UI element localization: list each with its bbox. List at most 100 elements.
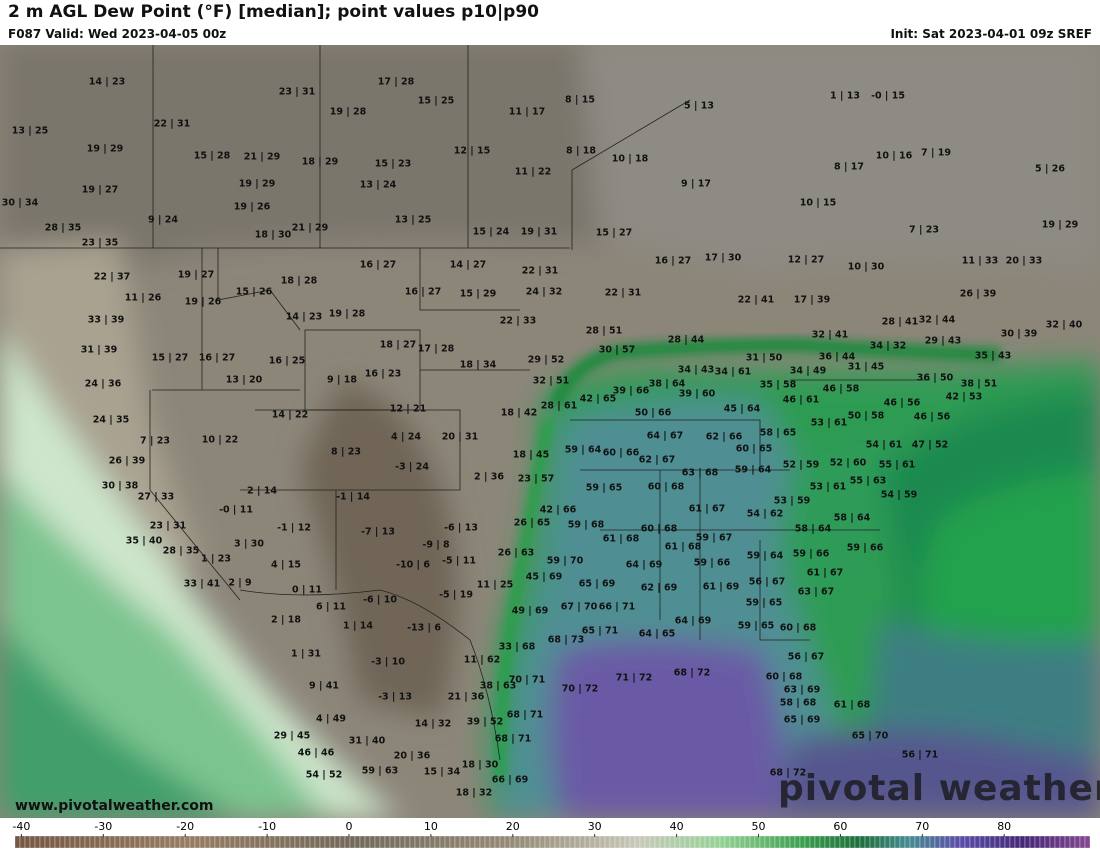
point-value: 13 | 20: [225, 374, 263, 386]
point-value: 36 | 50: [916, 372, 954, 384]
point-value: 31 | 50: [745, 352, 783, 364]
point-value: 16 | 27: [654, 255, 692, 267]
point-value: 38 | 51: [960, 378, 998, 390]
point-value: 7 | 23: [140, 435, 170, 447]
point-value: 39 | 66: [612, 385, 650, 397]
valid-time: F087 Valid: Wed 2023-04-05 00z: [8, 27, 227, 41]
point-value: 12 | 15: [453, 145, 491, 157]
point-value: 61 | 69: [702, 581, 740, 593]
point-value: 19 | 31: [520, 226, 558, 238]
colorbar-cell: [314, 835, 321, 849]
point-value: 63 | 67: [797, 586, 835, 598]
point-value: 24 | 32: [525, 286, 563, 298]
colorbar-cell: [869, 835, 876, 849]
point-value: 59 | 66: [846, 542, 884, 554]
colorbar-cell: [584, 835, 591, 849]
point-value: 55 | 63: [849, 475, 887, 487]
point-value: 47 | 52: [911, 439, 949, 451]
point-value: 28 | 35: [162, 545, 200, 557]
point-value: 22 | 31: [521, 265, 559, 277]
point-value: 17 | 28: [377, 76, 415, 88]
colorbar-cell: [574, 835, 581, 849]
point-value: 30 | 39: [1000, 328, 1038, 340]
point-value: 30 | 38: [101, 480, 139, 492]
point-value: 32 | 51: [532, 375, 570, 387]
point-value: 23 | 31: [278, 86, 316, 98]
colorbar-cell: [939, 835, 946, 849]
colorbar-cell: [484, 835, 491, 849]
colorbar-cell: [669, 835, 676, 849]
colorbar-cell: [944, 835, 951, 849]
point-value: 31 | 45: [847, 361, 885, 373]
colorbar-tick-label: 0: [346, 820, 353, 833]
point-value: 11 | 22: [514, 166, 552, 178]
colorbar-cell: [264, 835, 271, 849]
colorbar-cell: [814, 835, 821, 849]
point-value: 59 | 70: [546, 555, 584, 567]
point-value: 5 | 13: [684, 100, 714, 112]
point-value: 64 | 65: [638, 628, 676, 640]
colorbar-cell: [319, 835, 326, 849]
colorbar-cell: [594, 835, 601, 849]
point-value: 20 | 36: [393, 750, 431, 762]
point-value: 19 | 26: [184, 296, 222, 308]
colorbar-cell: [984, 835, 991, 849]
colorbar-cell: [144, 835, 151, 849]
point-value: 19 | 29: [1041, 219, 1079, 231]
colorbar-cell: [169, 835, 176, 849]
point-value: -5 | 11: [442, 555, 476, 567]
colorbar-cell: [839, 835, 846, 849]
colorbar-cell: [59, 835, 66, 849]
colorbar-cell: [184, 835, 191, 849]
point-value: 35 | 58: [759, 379, 797, 391]
point-value: 71 | 72: [615, 672, 653, 684]
point-value: 11 | 26: [124, 292, 162, 304]
point-value: 16 | 27: [404, 286, 442, 298]
point-value: 10 | 30: [847, 261, 885, 273]
colorbar-cell: [24, 835, 31, 849]
colorbar-tick-label: 30: [588, 820, 602, 833]
point-value: 16 | 25: [268, 355, 306, 367]
colorbar-cell: [1009, 835, 1016, 849]
point-value: 56 | 67: [748, 576, 786, 588]
colorbar-tick-label: 40: [670, 820, 684, 833]
point-value: 24 | 36: [84, 378, 122, 390]
point-value: 6 | 11: [316, 601, 346, 613]
point-value: 30 | 34: [1, 197, 39, 209]
point-value: 65 | 71: [581, 625, 619, 637]
point-value: 34 | 32: [869, 340, 907, 352]
colorbar-cell: [364, 835, 371, 849]
colorbar-cell: [724, 835, 731, 849]
point-value: 17 | 39: [793, 294, 831, 306]
colorbar-cell: [1064, 835, 1071, 849]
colorbar-cell: [629, 835, 636, 849]
point-value: 19 | 28: [328, 308, 366, 320]
point-value: -0 | 15: [871, 90, 905, 102]
point-value: -9 | 8: [422, 539, 450, 551]
point-value: -3 | 13: [378, 691, 412, 703]
colorbar-cell: [509, 835, 516, 849]
point-value: 26 | 63: [497, 547, 535, 559]
point-value: 49 | 69: [511, 605, 549, 617]
point-value: 15 | 27: [595, 227, 633, 239]
colorbar-cell: [1044, 835, 1051, 849]
colorbar-cell: [414, 835, 421, 849]
point-value: 67 | 70: [560, 601, 598, 613]
colorbar-cell: [904, 835, 911, 849]
colorbar-cell: [1034, 835, 1041, 849]
colorbar-cell: [64, 835, 71, 849]
colorbar-cell: [929, 835, 936, 849]
colorbar-cell: [919, 835, 926, 849]
point-value: 22 | 33: [499, 315, 537, 327]
colorbar-cell: [489, 835, 496, 849]
point-value: 66 | 69: [491, 774, 529, 786]
point-value: 13 | 25: [11, 125, 49, 137]
colorbar-cell: [549, 835, 556, 849]
colorbar-cell: [19, 835, 26, 849]
colorbar-cell: [559, 835, 566, 849]
colorbar-cell: [1039, 835, 1046, 849]
point-value: 15 | 26: [235, 286, 273, 298]
point-value: 61 | 68: [664, 541, 702, 553]
point-value: 58 | 65: [759, 427, 797, 439]
point-value: 2 | 18: [271, 614, 301, 626]
